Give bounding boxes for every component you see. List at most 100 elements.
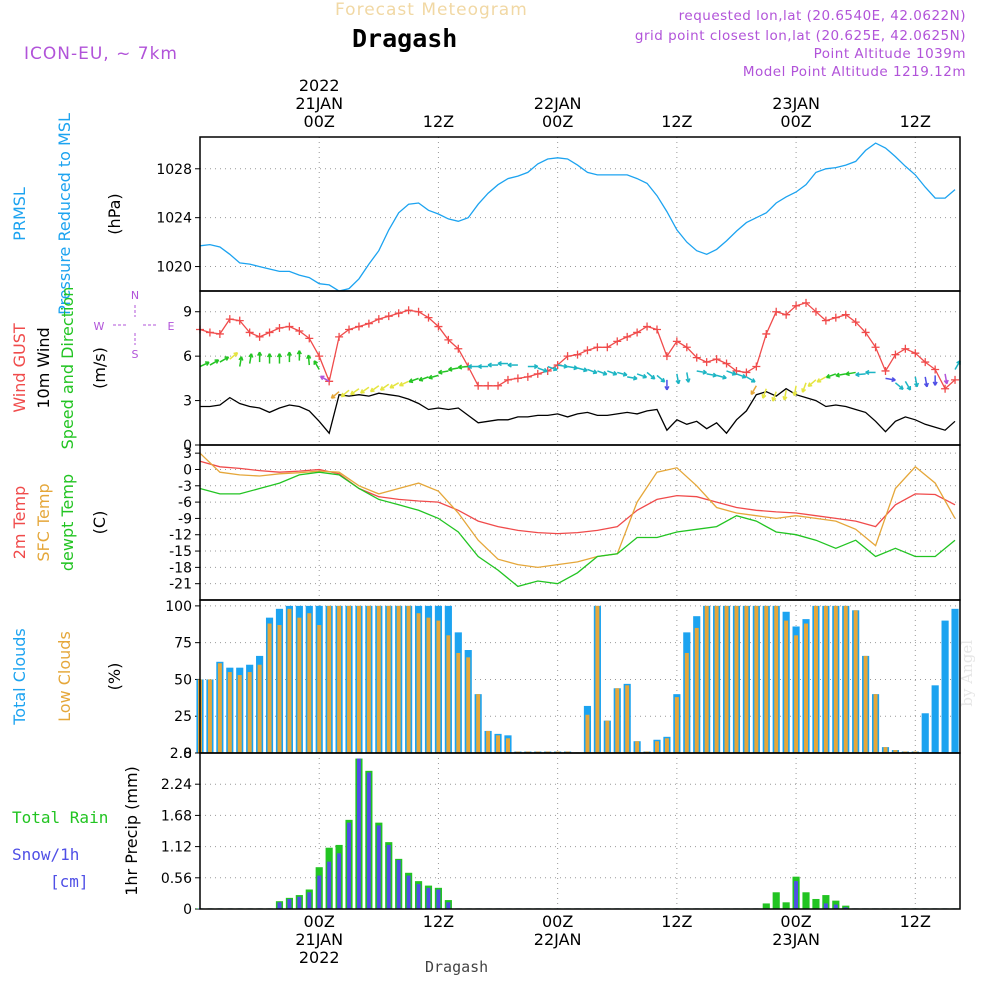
bar-primary: [951, 608, 959, 753]
bar-secondary: [366, 772, 371, 909]
arrow-head: [369, 387, 375, 393]
wind-direction-arrow: [746, 376, 756, 383]
wind-direction-arrow: [913, 376, 920, 388]
wind-direction-arrow: [248, 353, 254, 364]
gust-marker: [871, 343, 880, 352]
bar-primary: [931, 685, 939, 753]
arrow-shaft: [904, 380, 912, 391]
gust-marker: [384, 312, 393, 321]
bar-secondary: [635, 741, 640, 753]
arrow-shaft: [370, 385, 380, 393]
arrow-shaft: [350, 388, 360, 396]
wind-direction-arrow: [229, 351, 239, 360]
wind-direction-arrow: [587, 368, 598, 375]
gust-marker: [573, 350, 582, 359]
arrow-head: [543, 367, 548, 373]
wind-direction-arrow: [627, 375, 638, 381]
arrow-shaft: [914, 376, 918, 387]
arrow-head: [205, 361, 210, 366]
bar-secondary: [684, 652, 689, 753]
wind-direction-arrow: [761, 388, 767, 399]
arrow-head: [622, 371, 628, 377]
bar-primary: [772, 892, 780, 909]
arrow-shaft: [199, 361, 210, 368]
arrow-head: [801, 388, 807, 393]
gust-marker: [633, 328, 642, 337]
gust-marker: [255, 332, 264, 341]
wind-direction-arrow: [943, 373, 949, 385]
wind-direction-arrow: [617, 371, 628, 377]
bar-secondary: [486, 730, 491, 753]
gust-marker: [772, 307, 781, 316]
gust-marker: [811, 307, 820, 316]
gust-marker: [265, 328, 274, 337]
wind-direction-arrow: [497, 360, 508, 367]
bar-secondary: [227, 672, 232, 753]
gust-marker: [881, 366, 890, 375]
arrow-shaft: [746, 376, 756, 383]
y-axis-label: Speed and Direction: [58, 287, 77, 450]
arrow-head: [761, 394, 767, 399]
gust-marker: [911, 349, 920, 358]
wind-direction-arrow: [706, 372, 717, 378]
arrow-shaft: [944, 373, 948, 384]
bar-secondary: [307, 613, 312, 753]
bar-secondary: [823, 903, 828, 909]
arrow-head: [899, 385, 904, 390]
gust-marker: [652, 325, 661, 334]
bar-secondary: [794, 881, 799, 909]
wind-direction-arrow: [313, 360, 320, 370]
wind-direction-arrow: [646, 371, 656, 380]
arrow-shaft: [894, 382, 904, 390]
gust-marker: [404, 306, 413, 315]
bar-secondary: [396, 859, 401, 909]
bar-secondary: [694, 627, 699, 753]
arrow-shaft: [380, 383, 390, 391]
arrow-shaft: [320, 375, 330, 382]
arrow-head: [487, 362, 492, 368]
wind-direction-arrow: [266, 353, 273, 364]
bar-secondary: [704, 605, 709, 753]
y-tick-label: 2.24: [161, 777, 192, 793]
arrow-head: [602, 370, 608, 376]
wind-direction-arrow: [904, 380, 912, 391]
gust-marker: [593, 343, 602, 352]
wind-direction-arrow: [807, 379, 817, 388]
arrow-head: [750, 390, 756, 396]
y-axis-label: Wind GUST: [10, 323, 29, 413]
arrow-shaft: [855, 373, 866, 376]
wind-direction-arrow: [577, 367, 588, 373]
gust-marker: [682, 343, 691, 352]
forecast-title: Forecast Meteogram: [335, 0, 528, 20]
bar-secondary: [406, 875, 411, 909]
gust-marker: [752, 362, 761, 371]
wind-direction-arrow: [816, 376, 827, 383]
arrow-head: [360, 389, 365, 394]
bar-secondary: [813, 605, 818, 753]
gust-marker: [295, 326, 304, 335]
wind-direction-arrow: [894, 382, 904, 390]
wind-direction-arrow: [675, 373, 681, 385]
bar-secondary: [287, 898, 292, 909]
series-line: [199, 452, 956, 569]
bar-secondary: [506, 738, 510, 753]
bar-secondary: [496, 735, 501, 753]
gust-marker: [315, 352, 324, 361]
wind-direction-arrow: [457, 364, 469, 370]
y-tick-label: -15: [169, 544, 192, 560]
arrow-head: [340, 392, 346, 398]
bar-secondary: [386, 605, 391, 753]
y-tick-label: -3: [178, 479, 192, 495]
arrow-shaft: [845, 371, 856, 375]
wind-direction-arrow: [389, 382, 400, 389]
series-line: [199, 302, 956, 390]
y-tick-label: 2.8: [170, 746, 192, 762]
bottom-location-label: Dragash: [425, 958, 489, 976]
arrow-head: [389, 384, 395, 389]
bar-secondary: [337, 853, 342, 909]
gust-marker: [702, 358, 711, 367]
arrow-head: [296, 350, 302, 355]
arrow-head: [257, 351, 263, 356]
arrow-head: [330, 394, 336, 399]
wind-direction-arrow: [696, 369, 708, 375]
